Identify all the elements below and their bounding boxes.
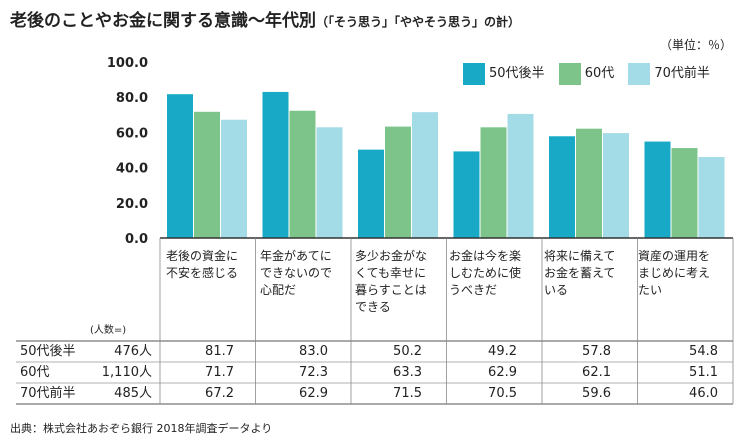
value-70s-1: 67.2	[205, 386, 234, 401]
source-note: 出典：株式会社あおぞら銀行 2018年調査データより	[10, 422, 273, 435]
bar-s1-c3	[358, 149, 384, 238]
y-tick-label-5: 100.0	[107, 56, 148, 71]
legend-swatch-60s	[558, 62, 581, 85]
value-70s-6: 46.0	[689, 386, 718, 401]
legend-item-60s: 60代	[558, 62, 615, 85]
row-n-60s: 1,110人	[101, 365, 152, 380]
value-60s-3: 63.3	[393, 365, 422, 380]
value-50s-2: 83.0	[299, 344, 328, 359]
bar-s3-c4	[507, 113, 534, 238]
value-70s-4: 70.5	[488, 386, 517, 401]
value-60s-4: 62.9	[488, 365, 517, 380]
bar-s2-c4	[480, 127, 507, 238]
legend-item-70s: 70代前半	[628, 62, 710, 85]
bar-s1-c1	[167, 94, 193, 238]
bar-s1-c5	[549, 136, 575, 238]
row-n-50s: 476人	[114, 344, 152, 359]
bar-s2-c2	[289, 110, 316, 238]
legend-swatch-50s	[463, 62, 485, 85]
row-label-60s: 60代	[20, 365, 50, 380]
bar-s1-c2	[262, 91, 289, 238]
bar-s1-c6	[644, 141, 671, 238]
bar-s2-c6	[671, 148, 698, 238]
value-70s-2: 62.9	[299, 386, 328, 401]
value-70s-3: 71.5	[393, 386, 422, 401]
bar-s2-c3	[385, 126, 411, 238]
value-60s-2: 72.3	[299, 365, 328, 380]
category-label-4: お金は今を楽しむために使うべきだ	[449, 249, 522, 297]
value-50s-5: 57.8	[582, 344, 611, 359]
category-label-5: 将来に備えてお金を蓄えている	[544, 249, 616, 297]
bar-s1-c4	[453, 151, 480, 238]
chart-title: 老後のことやお金に関する意識〜年代別（「そう思う」「ややそう思う」の計）	[10, 11, 521, 31]
row-n-70s: 485人	[114, 386, 152, 401]
category-label-6: 資産の運用をまじめに考えたい	[638, 249, 711, 297]
row-label-50s: 50代後半	[20, 344, 76, 359]
y-tick-label-2: 40.0	[116, 162, 148, 177]
value-50s-6: 54.8	[689, 344, 718, 359]
bar-s3-c6	[698, 157, 725, 238]
value-50s-1: 81.7	[205, 344, 234, 359]
bar-s3-c3	[412, 112, 438, 238]
legend-swatch-70s	[628, 62, 651, 85]
value-70s-5: 59.6	[582, 386, 611, 401]
value-60s-5: 62.1	[582, 365, 611, 380]
row-label-70s: 70代前半	[20, 386, 76, 401]
category-label-3: 多少お金がなくても幸せに暮らすことはできる	[355, 249, 428, 314]
legend: 50代後半 60代 70代前半	[463, 62, 720, 85]
legend-label-50s: 50代後半	[489, 66, 545, 81]
y-tick-label-3: 60.0	[116, 126, 148, 141]
bar-s3-c5	[603, 133, 629, 238]
y-tick-label-0: 0.0	[125, 232, 148, 247]
respondents-label: (人数=)	[90, 325, 127, 336]
value-50s-3: 50.2	[393, 344, 422, 359]
bar-s2-c1	[194, 111, 220, 238]
legend-label-60s: 60代	[584, 66, 615, 81]
legend-item-50s: 50代後半	[463, 62, 545, 85]
y-tick-label-1: 20.0	[116, 197, 148, 212]
y-tick-label-4: 80.0	[116, 91, 148, 106]
value-60s-6: 51.1	[689, 365, 718, 380]
legend-label-70s: 70代前半	[654, 66, 710, 81]
category-label-2: 年金があてにできないので心配だ	[260, 249, 333, 297]
bar-s3-c2	[316, 127, 343, 238]
value-60s-1: 71.7	[205, 365, 234, 380]
bar-s2-c5	[576, 128, 602, 238]
bar-s3-c1	[221, 119, 247, 238]
category-label-1: 老後の資金に不安を感じる	[166, 249, 239, 280]
chart-subtitle: （「そう思う」「ややそう思う」の計）	[316, 15, 521, 29]
value-50s-4: 49.2	[488, 344, 517, 359]
unit-label: （単位：％）	[659, 38, 732, 52]
